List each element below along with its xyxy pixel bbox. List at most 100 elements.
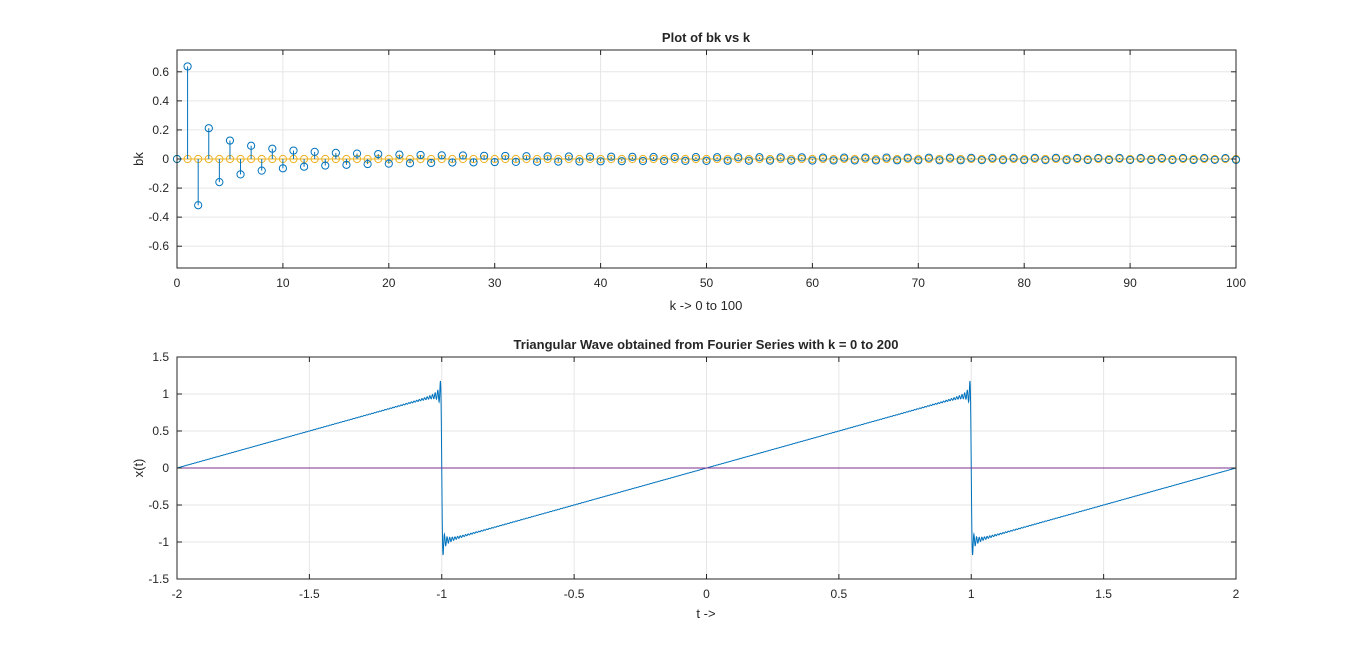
bk-stem-marker — [1041, 156, 1050, 165]
bk-stem-marker — [935, 156, 944, 165]
bk-stem-marker — [437, 151, 446, 160]
axes-xt: -2 -1.5 -1 -0.5 0 0.5 1 1.5 2-1.5-1-0.500.511.5 … — [131, 337, 1240, 621]
axes-bk-xtick-label: 40 — [594, 276, 608, 290]
bk-stem-marker — [321, 161, 330, 170]
bk-stem-marker — [914, 156, 923, 165]
bk-stem-marker — [818, 153, 828, 162]
axes-xt-title: Triangular Wave obtained from Fourier Se… — [514, 337, 899, 352]
axes-xt-xtick-label: -0.5 — [564, 587, 585, 601]
bk-stem-marker — [787, 156, 796, 165]
bk-stem-marker — [490, 157, 499, 167]
bk-stem-marker — [607, 152, 616, 161]
axes-bk-ytick-label: -0.4 — [148, 210, 169, 224]
bk-stem-marker — [532, 157, 542, 166]
axes-bk-xtick-label: 70 — [912, 276, 926, 290]
axes-bk-ytick-label: 0.2 — [152, 123, 169, 137]
bk-stem-marker — [617, 157, 626, 166]
bk-stem-marker — [840, 153, 849, 162]
axes-bk-xtick-label: 80 — [1018, 276, 1032, 290]
axes-bk-ticks: 0 10 20 30 40 50 60 70 80 90 100 -0.6 -0.4 -0.2 0 0.2 0.… — [148, 50, 1246, 290]
bk-stem-marker — [405, 159, 415, 168]
bk-stem-marker — [1062, 156, 1071, 165]
axes-xt-ytick-label: -0.5 — [148, 498, 169, 512]
bk-stem-marker — [1115, 153, 1124, 163]
bk-stem-marker — [511, 157, 520, 167]
bk-stem-marker — [1073, 153, 1082, 163]
bk-stem-marker — [850, 156, 859, 165]
bk-stem-marker — [723, 156, 732, 165]
axes-bk-ytick-label: 0.6 — [152, 65, 169, 79]
bk-stem-marker — [871, 156, 881, 165]
bk-stem-marker — [1051, 153, 1061, 162]
axes-bk-xtick-label: 20 — [382, 276, 396, 290]
axes-xt-xlabel: t -> — [696, 606, 715, 621]
bk-stem-marker — [543, 152, 552, 161]
bk-stem-marker — [1136, 153, 1145, 163]
axes-bk: 0 10 20 30 40 50 60 70 80 90 100 -0.6 -0.4 -0.2 0 0.2 0.… — [131, 30, 1246, 313]
bk-stem-marker — [638, 156, 648, 166]
bk-stem-marker — [225, 136, 235, 145]
axes-bk-xtick-label: 90 — [1123, 276, 1137, 290]
bk-stem-marker — [956, 156, 965, 165]
bk-stem-marker — [215, 178, 224, 187]
bk-stem-marker — [797, 153, 806, 162]
bk-stem-marker — [681, 156, 690, 165]
bk-stem-marker — [363, 159, 372, 169]
bk-stem-marker — [342, 160, 351, 169]
axes-bk-ytick-label: -0.6 — [148, 239, 169, 253]
bk-stem-marker — [1168, 155, 1177, 165]
bk-stem-marker — [702, 156, 711, 165]
bk-stem-marker — [257, 166, 266, 175]
bk-stem-marker — [1189, 155, 1198, 165]
bk-stem-marker — [977, 156, 986, 165]
bk-stem-marker — [1083, 155, 1092, 165]
axes-xt-plot-area — [177, 380, 1236, 556]
bk-stem-marker — [765, 156, 775, 165]
bk-stem-marker — [1200, 153, 1209, 163]
bk-stem-marker — [374, 149, 383, 159]
bk-stem-marker — [628, 152, 637, 161]
bk-stem-marker — [670, 152, 679, 162]
bk-stem-marker — [331, 148, 340, 157]
axes-xt-xtick-label: -2 — [172, 587, 183, 601]
bk-stem-marker — [903, 153, 912, 162]
axes-bk-xtick-label: 30 — [488, 276, 502, 290]
bk-stem-marker — [194, 201, 203, 210]
bk-stem-marker — [1210, 155, 1219, 164]
bk-stem-marker — [744, 156, 753, 165]
bk-stem-marker — [458, 151, 468, 160]
bk-stem-marker — [1221, 154, 1230, 163]
bk-stem-marker — [575, 157, 584, 166]
bk-stem-marker — [268, 144, 277, 153]
bk-stem-marker — [299, 162, 309, 171]
axes-xt-ytick-label: 1.5 — [152, 350, 169, 364]
bk-stem-marker — [522, 152, 531, 161]
bk-stem-marker — [861, 153, 870, 162]
bk-stem-marker — [1157, 153, 1166, 163]
bk-stem-marker — [660, 156, 669, 166]
axes-bk-xlabel: k -> 0 to 100 — [670, 298, 743, 313]
axes-xt-ytick-label: -1.5 — [148, 572, 169, 586]
axes-xt-xtick-label: -1.5 — [299, 587, 320, 601]
axes-bk-xtick-label: 0 — [174, 276, 181, 290]
axes-bk-ytick-label: -0.2 — [148, 181, 169, 195]
axes-xt-xtick-label: 1.5 — [1095, 587, 1112, 601]
bk-stem-marker — [755, 153, 764, 162]
bk-stem-marker — [310, 147, 319, 156]
bk-stem-marker — [585, 152, 595, 161]
bk-stem-marker — [924, 153, 933, 162]
axes-bk-plot-area — [172, 62, 1241, 210]
axes-xt-ytick-label: 0 — [162, 461, 169, 475]
bk-stem-marker — [808, 156, 817, 165]
axes-xt-ticks: -2 -1.5 -1 -0.5 0 0.5 1 1.5 2-1.5-1-0.500.511.5 — [148, 350, 1239, 601]
axes-bk-xtick-label: 100 — [1226, 276, 1246, 290]
bk-stem-marker — [1020, 156, 1029, 165]
axes-bk-ytick-label: 0.4 — [152, 94, 169, 108]
axes-xt-xtick-label: -1 — [436, 587, 447, 601]
bk-stem-marker — [183, 62, 192, 71]
bk-stem-marker — [1104, 155, 1114, 165]
axes-xt-xtick-label: 0.5 — [831, 587, 848, 601]
axes-bk-xtick-label: 50 — [700, 276, 714, 290]
bk-stem-marker — [352, 149, 362, 158]
bk-stem-marker — [427, 158, 436, 168]
